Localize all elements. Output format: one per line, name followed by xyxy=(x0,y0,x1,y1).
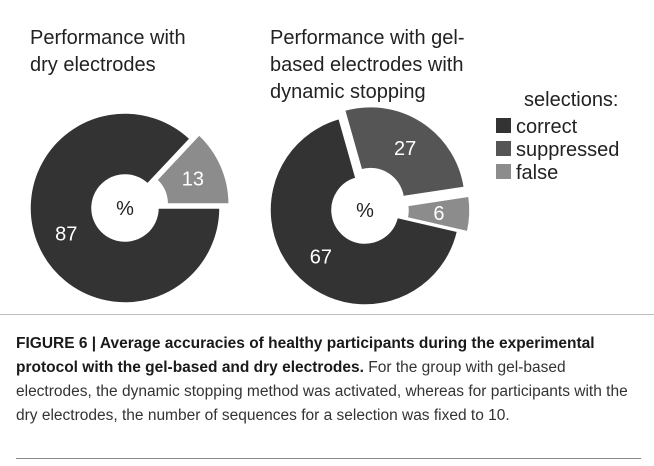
pie2-slice-suppressed xyxy=(343,105,466,198)
legend-swatch-correct xyxy=(496,118,511,133)
legend-label-false: false xyxy=(516,162,558,184)
caption-bold: FIGURE 6 | Average accuracies of healthy… xyxy=(16,335,595,376)
legend-swatch-false xyxy=(496,164,511,179)
chart1-title-line2: dry electrodes xyxy=(30,54,156,76)
figure-caption: FIGURE 6 | Average accuracies of healthy… xyxy=(16,332,641,428)
pie1-slice-correct xyxy=(29,112,221,304)
pie2-slice-correct xyxy=(269,117,459,306)
chart2-title-line3: dynamic stopping xyxy=(270,81,426,103)
legend-label-suppressed: suppressed xyxy=(516,139,619,161)
chart2-title-line1: Performance with gel- xyxy=(270,27,465,49)
pie1-center-label: % xyxy=(116,198,134,220)
figure-divider xyxy=(0,314,654,315)
pie1-label-correct: 87 xyxy=(55,223,77,245)
caption-text: For the group with gel-based electrodes,… xyxy=(16,359,628,424)
pie1-label-false: 13 xyxy=(182,169,204,191)
legend-label-correct: correct xyxy=(516,116,578,138)
chart2-title-line2: based electrodes with xyxy=(270,54,463,76)
pie2-label-false: 6 xyxy=(433,203,444,225)
legend-title: selections: xyxy=(524,89,619,111)
pie2-label-correct: 67 xyxy=(310,246,332,268)
figure-charts: Performance with dry electrodes Performa… xyxy=(29,27,619,306)
chart1-title-line1: Performance with xyxy=(30,27,186,49)
pie2-slice-false xyxy=(406,195,471,233)
pie2-center-label: % xyxy=(356,200,374,222)
pie1-slice-false xyxy=(155,133,230,205)
pie2-label-suppressed: 27 xyxy=(394,138,416,160)
caption-rule xyxy=(16,458,641,459)
legend-swatch-suppressed xyxy=(496,141,511,156)
